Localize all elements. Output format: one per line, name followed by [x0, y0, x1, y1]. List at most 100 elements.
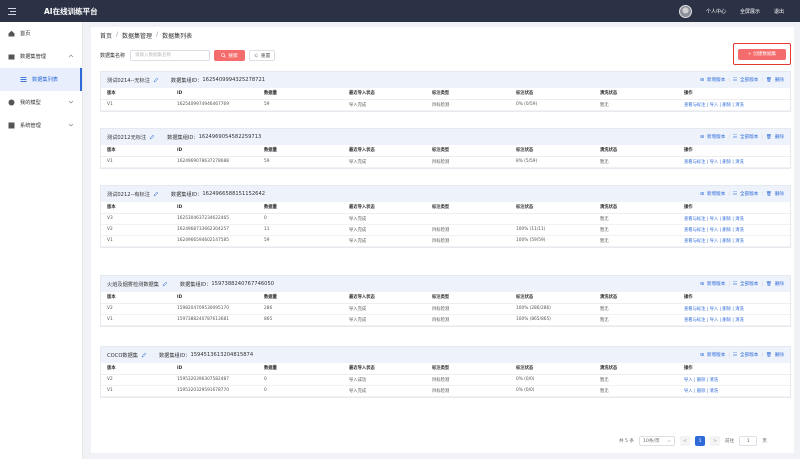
column-header: 清洗状态 [594, 145, 678, 157]
prev-page-button[interactable]: < [680, 436, 691, 446]
cell-label-status: 100% (11/11) [510, 224, 594, 236]
dataset-card-header: 测试0212--有标注 数据集组ID： 1624966588151152642 ⊞ 新增… [101, 186, 790, 202]
sidebar-item-system-management[interactable]: 系统管理 [0, 114, 82, 137]
row-actions[interactable]: 查看与标注 | 导入 | 删除 | 清洗 [678, 303, 792, 315]
table-header-row: 版本 ID 数据量 最近导入状态 标注类型 标注状态 清洗状态 操作 [101, 88, 792, 100]
cell-count: 59 [258, 156, 343, 168]
refresh-icon [254, 53, 258, 57]
search-button[interactable]: 搜索 [214, 49, 246, 61]
column-header: 数据量 [258, 202, 343, 214]
row-actions[interactable]: 查看与标注 | 导入 | 删除 | 清洗 [678, 99, 792, 111]
create-dataset-button[interactable]: + 创建数据集 [738, 48, 786, 60]
page-1-button[interactable]: 1 [695, 436, 706, 446]
cell-count: 59 [258, 235, 343, 247]
edit-icon[interactable] [153, 191, 159, 197]
sidebar-item-dataset-list[interactable]: 数据集列表 [0, 68, 82, 91]
row-actions[interactable]: 导入 | 删除 | 清洗 [678, 385, 792, 397]
edit-icon[interactable] [162, 281, 168, 287]
avatar[interactable] [678, 4, 692, 18]
sidebar-item-my-models[interactable]: 我的模型 [0, 91, 82, 114]
dataset-card-actions: ⊞ 新增版本 | ☷ 全部版本 | 🗑 删除 [700, 281, 784, 288]
pagination-total: 共 5 条 [619, 439, 635, 444]
edit-icon[interactable] [153, 77, 159, 83]
all-versions-button[interactable]: 全部版本 [740, 353, 759, 358]
new-version-button[interactable]: 新增版本 [706, 135, 726, 140]
personal-center-link[interactable]: 个人中心 [705, 8, 726, 15]
all-versions-button[interactable]: 全部版本 [740, 78, 759, 83]
dataset-card-header: 测试0214--无标注 数据集组ID： 1625409994325278721 ⊞ 新增… [101, 72, 790, 88]
delete-dataset-button[interactable]: 删除 [774, 78, 784, 83]
new-version-button[interactable]: 新增版本 [706, 192, 726, 197]
column-header: ID [171, 202, 258, 214]
column-header: ID [171, 292, 258, 304]
dataset-name: 测试0214--无标注 [107, 77, 150, 84]
cell-version: V1 [101, 156, 171, 168]
reset-button-label: 重置 [260, 53, 271, 59]
edit-icon[interactable] [141, 352, 147, 358]
goto-page-input[interactable]: 1 [739, 436, 758, 446]
cell-id: 1624969078637278688 [171, 156, 258, 168]
dataset-group-label: 数据集组ID： [158, 352, 191, 359]
column-header: 操作 [678, 292, 792, 304]
cell-clean-status: 暂无 [594, 374, 678, 386]
breadcrumb-dataset-list: 数据集列表 [162, 33, 193, 40]
search-input[interactable]: 请输入数据集名称 [130, 49, 211, 61]
column-header: 标注类型 [426, 88, 510, 100]
cell-count: 0 [258, 374, 343, 386]
row-actions[interactable]: 查看与标注 | 导入 | 删除 | 清洗 [678, 156, 792, 168]
reset-button[interactable]: 重置 [249, 49, 276, 61]
breadcrumb-dataset-management[interactable]: 数据集管理 [122, 33, 153, 40]
row-actions[interactable]: 导入 | 删除 | 清洗 [678, 374, 792, 386]
delete-dataset-button[interactable]: 删除 [774, 135, 784, 140]
dataset-group-id: 1624966588151152642 [202, 191, 266, 197]
cell-version: V1 [101, 314, 171, 326]
row-actions[interactable]: 查看与标注 | 导入 | 删除 | 清洗 [678, 224, 792, 236]
new-version-icon: ⊞ [700, 77, 704, 83]
column-header: 操作 [678, 88, 792, 100]
all-versions-button[interactable]: 全部版本 [740, 135, 759, 140]
all-versions-icon: ☷ [732, 134, 737, 140]
cell-clean-status: 暂无 [594, 224, 678, 236]
logout-link[interactable]: 退出 [773, 8, 784, 15]
delete-icon: 🗑 [765, 191, 772, 197]
cell-label-type [426, 213, 510, 225]
new-version-button[interactable]: 新增版本 [706, 353, 726, 358]
all-versions-button[interactable]: 全部版本 [740, 192, 759, 197]
new-version-button[interactable]: 新增版本 [706, 282, 726, 287]
menu-toggle-icon[interactable] [4, 3, 20, 19]
version-table: 版本 ID 数据量 最近导入状态 标注类型 标注状态 清洗状态 操作 V2 15953203963… [101, 363, 792, 397]
row-actions[interactable]: 查看与标注 | 导入 | 删除 | 清洗 [678, 314, 792, 326]
column-header: 标注状态 [510, 202, 594, 214]
column-header: 标注状态 [510, 292, 594, 304]
row-actions[interactable]: 查看与标注 | 导入 | 删除 | 清洗 [678, 213, 792, 225]
cell-count: 0 [258, 385, 343, 397]
cell-import-status: 导入完成 [343, 303, 426, 315]
next-page-button[interactable]: > [710, 436, 721, 446]
delete-dataset-button[interactable]: 删除 [774, 282, 784, 287]
all-versions-button[interactable]: 全部版本 [740, 282, 759, 287]
top-bar: AI在线训练平台 个人中心 全屏展示 退出 [0, 0, 800, 22]
cell-count: 59 [258, 99, 343, 111]
dataset-card-header: COCO数据集 数据集组ID： 1594513613204815874 ⊞ 新增版本 | ☷… [101, 347, 790, 363]
delete-dataset-button[interactable]: 删除 [774, 353, 784, 358]
sidebar-item-dataset-management[interactable]: 数据集管理 [0, 45, 82, 68]
edit-icon[interactable] [149, 134, 155, 140]
column-header: 清洗状态 [594, 292, 678, 304]
chevron-up-icon [68, 54, 74, 58]
column-header: 标注类型 [426, 292, 510, 304]
all-versions-icon: ☷ [732, 281, 737, 287]
cell-import-status: 导入完成 [343, 235, 426, 247]
breadcrumb-home[interactable]: 首页 [100, 33, 113, 40]
row-actions[interactable]: 查看与标注 | 导入 | 删除 | 清洗 [678, 235, 792, 247]
search-row: 数据集名称 请输入数据集名称 搜索 重置 [100, 49, 276, 61]
delete-dataset-button[interactable]: 删除 [774, 192, 784, 197]
cell-version: V1 [101, 99, 171, 111]
column-header: ID [171, 88, 258, 100]
fullscreen-link[interactable]: 全屏展示 [739, 8, 760, 15]
chevron-down-icon [68, 123, 74, 127]
all-versions-icon: ☷ [732, 352, 737, 358]
page-size-select[interactable]: 10条/页 [639, 436, 676, 446]
new-version-button[interactable]: 新增版本 [706, 78, 726, 83]
sidebar-item-home[interactable]: 首页 [0, 22, 82, 45]
column-header: 标注类型 [426, 363, 510, 375]
